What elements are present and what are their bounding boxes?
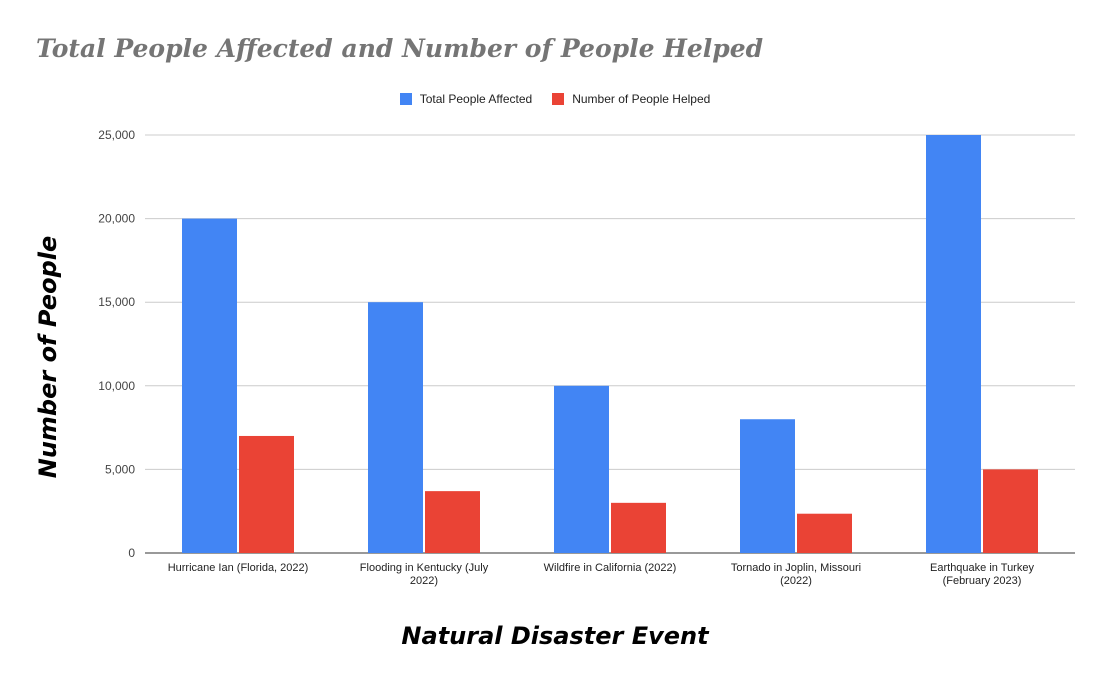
bar-people-helped [611,502,666,553]
x-tick-label: Flooding in Kentucky (July [360,562,489,574]
chart-title: Total People Affected and Number of Peop… [36,34,764,63]
bar-total-affected [182,218,237,553]
x-tick-label: Earthquake in Turkey [930,562,1034,574]
bar-total-affected [740,419,795,553]
bar-people-helped [425,491,480,553]
bar-people-helped [797,513,852,553]
x-tick-label: (2022) [780,575,812,587]
bar-total-affected [368,302,423,553]
legend-swatch-total-affected [399,93,412,105]
x-tick-label: Tornado in Joplin, Missouri [731,562,861,574]
y-tick-label: 0 [128,546,135,560]
y-tick-label: 15,000 [98,295,135,309]
legend: Total People Affected Number of People H… [0,90,1110,108]
legend-label-people-helped: Number of People Helped [572,92,711,106]
legend-swatch-people-helped [552,93,565,105]
legend-label-total-affected: Total People Affected [419,92,533,106]
x-axis-title: Natural Disaster Event [401,622,709,650]
bar-total-affected [926,135,981,553]
bar-people-helped [239,435,294,553]
legend-item-people-helped[interactable]: Number of People Helped [552,92,710,106]
x-tick-label: 2022) [410,575,438,587]
x-tick-label: Hurricane Ian (Florida, 2022) [168,562,309,574]
bar-total-affected [554,385,609,553]
bar-people-helped [983,469,1038,553]
y-tick-label: 25,000 [98,128,135,142]
legend-item-total-affected[interactable]: Total People Affected [399,92,533,106]
x-tick-label: Wildfire in California (2022) [544,562,677,574]
x-tick-label: (February 2023) [943,575,1022,587]
y-tick-label: 20,000 [98,212,135,226]
y-tick-label: 5,000 [105,462,135,476]
y-tick-label: 10,000 [98,379,135,393]
